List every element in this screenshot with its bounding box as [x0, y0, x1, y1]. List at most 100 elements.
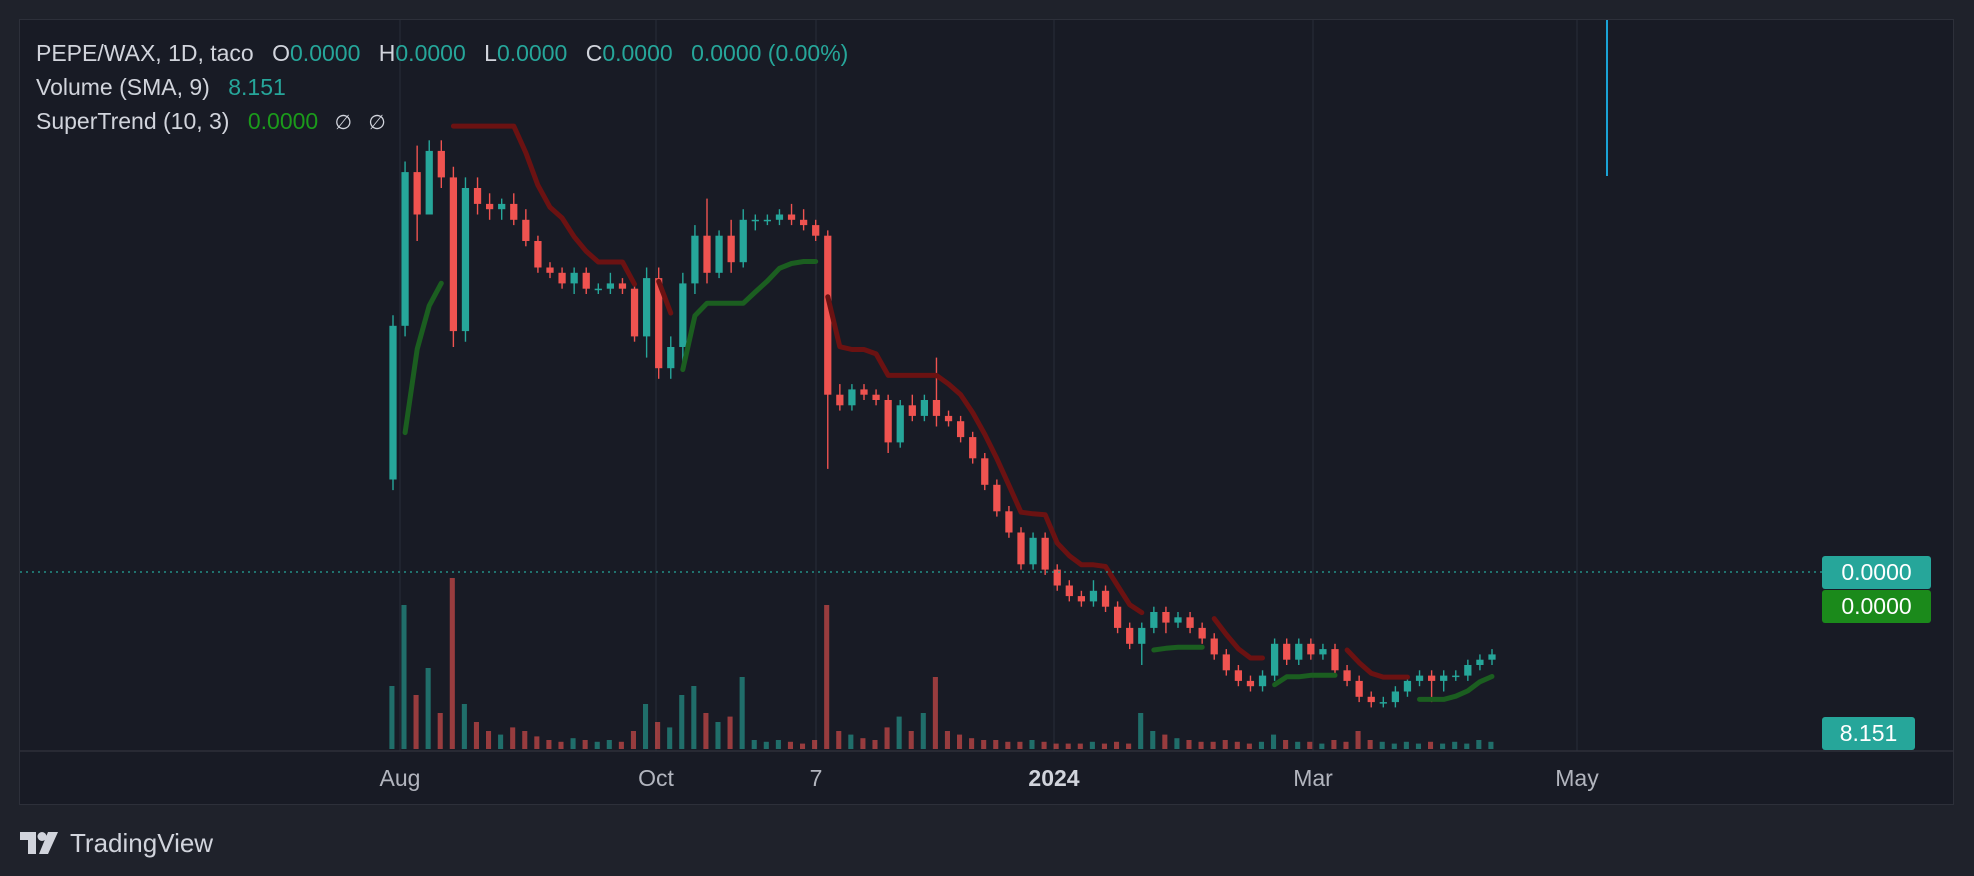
candle-body[interactable] [1186, 617, 1194, 628]
candle-body[interactable] [1246, 680, 1255, 687]
candle-body[interactable] [1101, 590, 1110, 607]
candle-body[interactable] [1343, 670, 1351, 681]
legend-symbol-row[interactable]: PEPE/WAX, 1D, taco O0.0000 H0.0000 L0.00… [36, 36, 848, 70]
candle-body[interactable] [932, 400, 941, 416]
candle-body[interactable] [1222, 654, 1230, 671]
candle-body[interactable] [956, 421, 965, 438]
candle-body[interactable] [836, 394, 844, 406]
candle-body[interactable] [908, 405, 916, 416]
candle-body[interactable] [1452, 675, 1460, 678]
candle-body[interactable] [860, 389, 868, 395]
candle-body[interactable] [1210, 638, 1218, 655]
candle-body[interactable] [485, 203, 494, 210]
candle-body[interactable] [534, 241, 542, 268]
candle-body[interactable] [1283, 643, 1291, 660]
candle-body[interactable] [1258, 675, 1267, 687]
candle-body[interactable] [522, 219, 530, 241]
candle-body[interactable] [437, 150, 445, 178]
candle-body[interactable] [944, 415, 953, 422]
candle-body[interactable] [969, 437, 977, 459]
symbol-title[interactable]: PEPE/WAX, 1D, taco [36, 40, 254, 66]
candle-body[interactable] [884, 400, 892, 443]
candle-body[interactable] [1476, 659, 1484, 665]
candle-body[interactable] [691, 235, 699, 284]
candle-body[interactable] [1319, 649, 1327, 655]
supertrend-indicator-label[interactable]: SuperTrend (10, 3) [36, 108, 230, 134]
candle-body[interactable] [993, 484, 1001, 512]
candle-body[interactable] [1427, 675, 1436, 681]
candle-body[interactable] [1234, 670, 1243, 681]
candle-body[interactable] [594, 288, 602, 291]
candle-body[interactable] [449, 177, 458, 332]
candle-body[interactable] [655, 278, 663, 369]
candle-body[interactable] [1488, 654, 1496, 660]
candle-body[interactable] [799, 219, 808, 226]
candle-body[interactable] [787, 214, 796, 220]
candle-body[interactable] [775, 214, 784, 220]
candle-body[interactable] [1415, 675, 1424, 681]
candle-body[interactable] [667, 347, 675, 369]
candle-body[interactable] [1391, 691, 1400, 703]
candle-body[interactable] [1198, 627, 1206, 639]
candle-body[interactable] [1089, 590, 1098, 602]
candle-body[interactable] [679, 283, 687, 347]
candle-body[interactable] [1367, 696, 1375, 703]
candle-body[interactable] [546, 267, 554, 273]
candle-body[interactable] [1041, 537, 1049, 570]
candle-body[interactable] [1053, 569, 1061, 586]
volume-indicator-label[interactable]: Volume (SMA, 9) [36, 74, 210, 100]
candle-body[interactable] [401, 172, 409, 326]
candle-body[interactable] [727, 235, 735, 263]
candle-body[interactable] [751, 219, 759, 222]
candle-body[interactable] [425, 150, 433, 215]
candle-body[interactable] [981, 458, 989, 485]
candle-body[interactable] [642, 278, 651, 337]
candle-body[interactable] [1077, 596, 1086, 602]
candle-body[interactable] [1403, 680, 1412, 692]
candle-body[interactable] [1150, 612, 1158, 628]
candle-body[interactable] [1355, 680, 1363, 697]
candle-body[interactable] [1331, 649, 1339, 671]
candle-body[interactable] [1440, 675, 1448, 681]
candle-body[interactable] [1138, 627, 1146, 644]
candle-body[interactable] [618, 283, 627, 289]
candle-body[interactable] [606, 283, 615, 289]
tradingview-brand[interactable]: TradingView [20, 826, 213, 860]
legend-volume-row[interactable]: Volume (SMA, 9) 8.151 [36, 70, 848, 104]
candle-body[interactable] [473, 188, 482, 204]
candle-body[interactable] [812, 225, 820, 236]
candle-body[interactable] [1174, 617, 1182, 623]
candle-body[interactable] [703, 235, 711, 273]
candle-body[interactable] [461, 188, 470, 332]
candlestick-series[interactable] [389, 140, 1496, 708]
legend-supertrend-row[interactable]: SuperTrend (10, 3) 0.0000 ∅ ∅ [36, 104, 848, 138]
candle-body[interactable] [848, 389, 856, 406]
candle-body[interactable] [413, 172, 421, 215]
candle-body[interactable] [510, 203, 518, 220]
candle-body[interactable] [1005, 511, 1013, 533]
candle-body[interactable] [1065, 585, 1073, 597]
candle-body[interactable] [920, 400, 929, 416]
candle-body[interactable] [739, 219, 747, 263]
candle-body[interactable] [1162, 612, 1170, 623]
candle-body[interactable] [1029, 537, 1037, 565]
candle-body[interactable] [1113, 606, 1122, 628]
candle-body[interactable] [389, 325, 397, 480]
chart-pane[interactable] [19, 19, 1954, 805]
candle-body[interactable] [1295, 643, 1303, 660]
candle-body[interactable] [872, 394, 880, 400]
candle-body[interactable] [1126, 627, 1134, 644]
candle-body[interactable] [1379, 702, 1387, 704]
candle-body[interactable] [1464, 665, 1472, 676]
candle-body[interactable] [582, 272, 590, 289]
candle-body[interactable] [896, 405, 904, 443]
candle-body[interactable] [824, 235, 832, 395]
candle-body[interactable] [570, 272, 578, 284]
candle-body[interactable] [630, 288, 639, 337]
candle-body[interactable] [1017, 532, 1025, 565]
candle-body[interactable] [498, 203, 506, 210]
candle-body[interactable] [1270, 643, 1279, 676]
candle-body[interactable] [763, 219, 772, 222]
candle-body[interactable] [1307, 643, 1315, 655]
